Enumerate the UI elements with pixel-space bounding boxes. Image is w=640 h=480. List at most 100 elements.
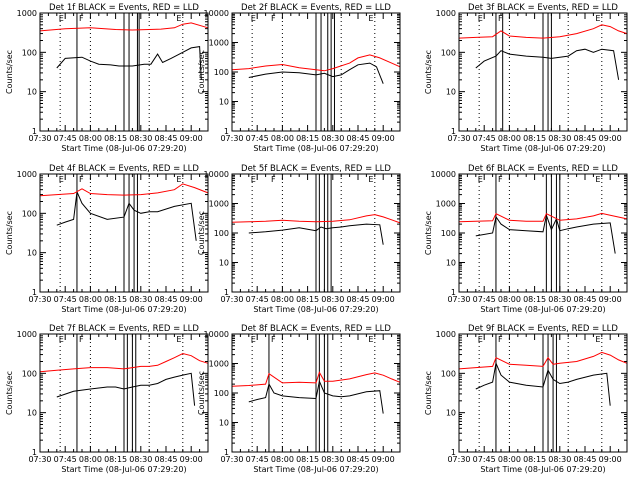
chart-title: Det 5f BLACK = Events, RED = LLD (241, 164, 391, 174)
event-marker-label: E (59, 14, 64, 23)
chart-panel-9: Det 9f BLACK = Events, RED = LLD Counts/s… (424, 324, 628, 474)
plot-frame (39, 173, 209, 293)
y-tick-label: 10 (446, 409, 456, 418)
x-tick-label: 07:30 (220, 295, 243, 304)
x-tick-label: 08:30 (548, 295, 571, 304)
y-tick-label: 1000 (209, 360, 229, 369)
plot-frame (39, 333, 209, 453)
y-tick-label: 1000 (17, 170, 37, 179)
x-tick-label: 08:00 (79, 455, 102, 464)
y-tick-label: 10000 (204, 9, 229, 18)
x-tick-label: 07:30 (447, 134, 470, 143)
x-tick-label: 08:15 (296, 455, 319, 464)
x-tick-label: 08:30 (548, 455, 571, 464)
event-marker-label: E (59, 335, 64, 344)
event-marker-label: E (368, 14, 373, 23)
x-tick-label: 09:00 (372, 134, 395, 143)
y-tick-label: 10 (27, 409, 37, 418)
y-tick-label: 1 (224, 288, 229, 297)
y-tick-label: 100 (441, 369, 456, 378)
event-marker-label: E (176, 335, 181, 344)
chart-panel-5: Det 5f BLACK = Events, RED = LLD Counts/s… (197, 164, 401, 314)
series-line-events (475, 361, 611, 406)
y-tick-label: 1 (32, 288, 37, 297)
series-line-lld (458, 24, 628, 39)
plot-frame (39, 12, 209, 132)
y-tick-label: 10000 (204, 330, 229, 339)
x-tick-label: 08:30 (321, 134, 344, 143)
plot-frame (458, 333, 628, 453)
x-tick-label: 07:30 (447, 455, 470, 464)
event-marker-label: E (595, 14, 600, 23)
x-axis-label: Start Time (08-Jul-06 07:29:20) (480, 465, 605, 474)
x-tick-label: 08:00 (79, 295, 102, 304)
chart-panel-7: Det 7f BLACK = Events, RED = LLD Counts/s… (5, 324, 209, 474)
x-tick-label: 08:30 (321, 295, 344, 304)
series-line-events (56, 46, 202, 80)
x-tick-label: 07:45 (473, 134, 496, 143)
x-axis-label: Start Time (08-Jul-06 07:29:20) (253, 465, 378, 474)
y-tick-label: 100 (441, 229, 456, 238)
x-tick-label: 08:30 (129, 295, 152, 304)
x-tick-label: 08:45 (346, 455, 369, 464)
y-tick-label: 1 (451, 288, 456, 297)
x-tick-label: 08:45 (346, 295, 369, 304)
series-line-lld (39, 183, 209, 197)
event-marker-label: E (251, 175, 256, 184)
chart-title: Det 3f BLACK = Events, RED = LLD (468, 3, 618, 13)
event-marker-label: F (271, 335, 276, 344)
y-tick-label: 1000 (209, 39, 229, 48)
series-line-lld (39, 22, 209, 32)
x-tick-label: 09:00 (599, 134, 622, 143)
y-tick-label: 1 (451, 448, 456, 457)
x-tick-label: 08:00 (498, 134, 521, 143)
event-marker-label: F (498, 175, 503, 184)
x-tick-label: 07:45 (54, 455, 77, 464)
y-axis-label: Counts/sec (424, 50, 433, 94)
chart-panel-8: Det 8f BLACK = Events, RED = LLD Counts/s… (197, 324, 401, 474)
y-tick-label: 1000 (209, 200, 229, 209)
x-tick-label: 08:00 (79, 134, 102, 143)
y-tick-label: 100 (214, 68, 229, 77)
y-tick-label: 1000 (436, 9, 456, 18)
series-line-events (475, 48, 620, 80)
x-tick-label: 08:15 (523, 134, 546, 143)
event-marker-label: E (478, 335, 483, 344)
event-marker-label: E (176, 175, 181, 184)
chart-panel-2: Det 2f BLACK = Events, RED = LLD Counts/s… (197, 3, 401, 153)
x-tick-label: 08:45 (154, 134, 177, 143)
x-tick-label: 09:00 (180, 134, 203, 143)
event-marker-label: F (271, 14, 276, 23)
x-tick-label: 08:45 (154, 455, 177, 464)
series-line-lld (231, 371, 401, 387)
x-tick-label: 08:00 (498, 455, 521, 464)
y-axis-label: Counts/sec (197, 50, 206, 94)
event-marker-label: F (79, 14, 84, 23)
y-axis-label: Counts/sec (424, 371, 433, 415)
series-line-events (475, 213, 616, 254)
chart-title: Det 4f BLACK = Events, RED = LLD (49, 164, 199, 174)
x-axis-label: Start Time (08-Jul-06 07:29:20) (480, 144, 605, 153)
x-tick-label: 08:00 (271, 455, 294, 464)
y-tick-label: 100 (214, 229, 229, 238)
x-tick-label: 08:30 (129, 134, 152, 143)
event-marker-label: F (498, 14, 503, 23)
event-marker-label: E (176, 14, 181, 23)
x-tick-label: 07:30 (220, 455, 243, 464)
series-line-events (248, 379, 384, 414)
series-line-events (248, 223, 384, 245)
chart-title: Det 2f BLACK = Events, RED = LLD (241, 3, 391, 13)
y-tick-label: 10 (219, 419, 229, 428)
x-tick-label: 09:00 (599, 455, 622, 464)
y-tick-label: 1 (32, 448, 37, 457)
y-tick-label: 1000 (17, 330, 37, 339)
x-tick-label: 08:00 (271, 134, 294, 143)
x-tick-label: 08:45 (573, 134, 596, 143)
y-tick-label: 1 (451, 127, 456, 136)
x-tick-label: 08:45 (573, 455, 596, 464)
y-tick-label: 100 (22, 209, 37, 218)
chart-title: Det 7f BLACK = Events, RED = LLD (49, 324, 199, 334)
x-tick-label: 08:30 (548, 134, 571, 143)
plot-frame (231, 173, 401, 293)
chart-title: Det 8f BLACK = Events, RED = LLD (241, 324, 391, 334)
